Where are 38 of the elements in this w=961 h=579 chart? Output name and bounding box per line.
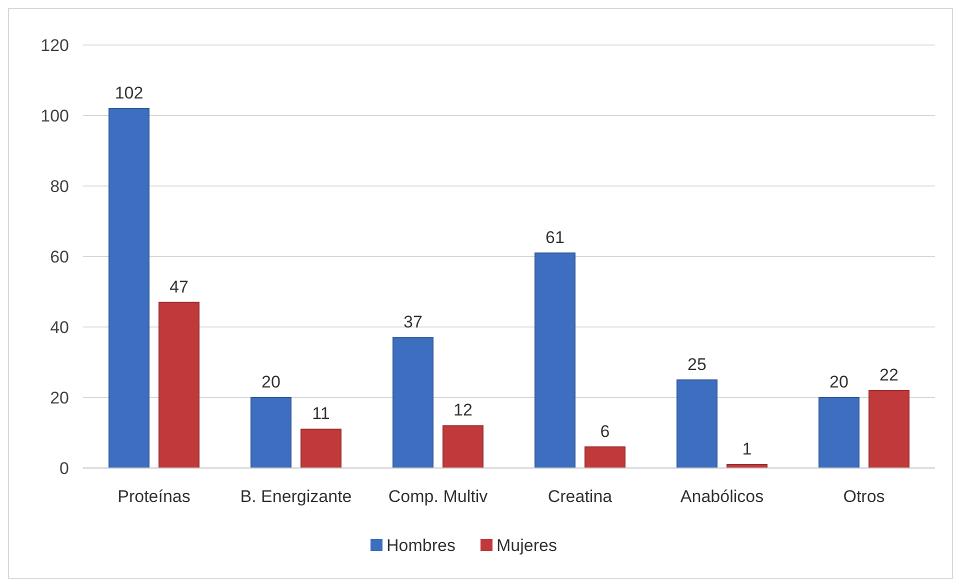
bar (158, 302, 200, 468)
x-tick-label: B. Energizante (240, 487, 352, 506)
bar (392, 337, 434, 468)
y-tick-label: 20 (50, 388, 69, 408)
x-tick-label: Anabólicos (680, 487, 764, 506)
y-tick-label: 80 (50, 176, 69, 196)
x-tick-label: Otros (843, 487, 885, 506)
bar (868, 390, 910, 468)
x-tick-label: Comp. Multiv (388, 487, 488, 506)
data-label: 20 (262, 372, 280, 392)
y-tick-label: 120 (40, 36, 69, 55)
bar (534, 252, 576, 468)
data-label: 12 (454, 400, 472, 420)
bar (442, 425, 484, 468)
data-label: 102 (114, 83, 144, 102)
data-label: 25 (688, 354, 706, 374)
data-label: 37 (404, 312, 422, 332)
legend-label: Hombres (386, 536, 456, 555)
legend-label: Mujeres (496, 536, 557, 555)
bar (108, 108, 150, 468)
bar (250, 397, 292, 468)
x-tick-label: Creatina (548, 487, 613, 506)
bar (676, 379, 718, 468)
y-tick-label: 60 (50, 247, 69, 266)
y-tick-label: 100 (40, 106, 69, 126)
x-tick-label: Proteínas (118, 487, 190, 506)
data-label: 6 (600, 422, 610, 441)
bar (584, 446, 626, 468)
data-label: 1 (742, 439, 752, 458)
y-tick-label: 0 (60, 458, 69, 478)
data-label: 47 (170, 277, 188, 296)
data-label: 20 (830, 372, 848, 392)
data-label: 61 (546, 228, 564, 247)
bar (300, 428, 342, 468)
data-label: 11 (312, 404, 330, 424)
y-tick-label: 40 (50, 318, 69, 337)
data-label: 22 (880, 365, 898, 384)
bar (818, 397, 860, 468)
